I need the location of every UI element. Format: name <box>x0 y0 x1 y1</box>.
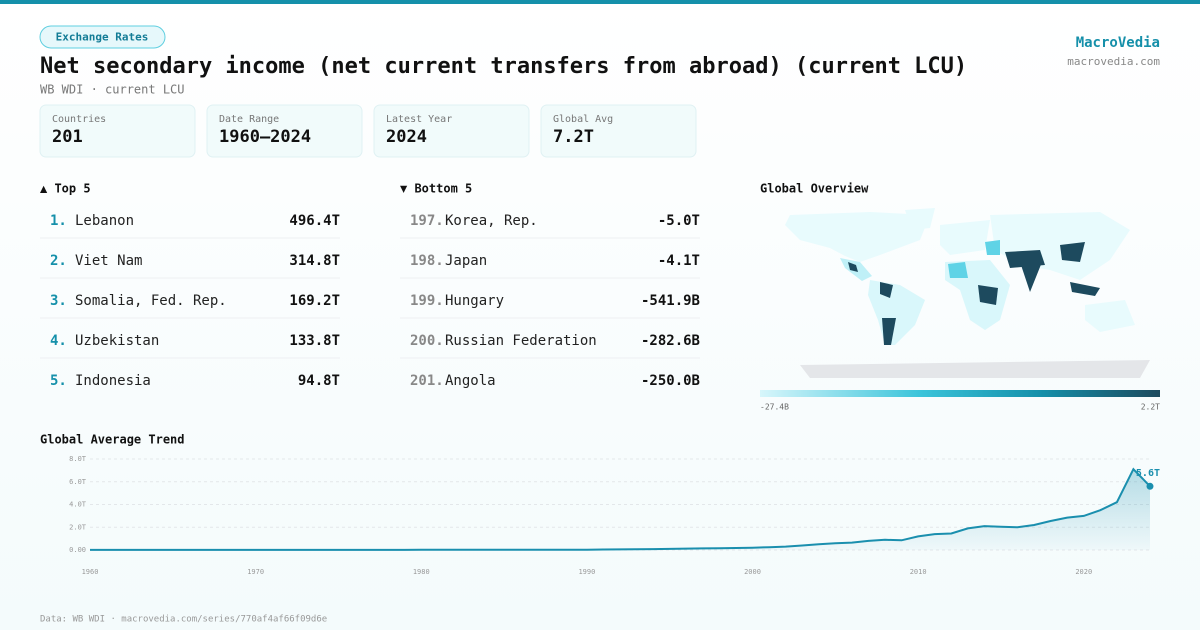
top-title: ▲ Top 5 <box>40 182 91 196</box>
rank: 201. <box>410 373 444 389</box>
x-tick-label: 1970 <box>247 568 264 576</box>
map-title: Global Overview <box>760 182 869 196</box>
stat-value: 2024 <box>386 127 427 147</box>
country-name: Korea, Rep. <box>445 213 538 229</box>
rank: 198. <box>410 253 444 269</box>
country-value: -282.6B <box>641 333 700 349</box>
country-name: Viet Nam <box>75 253 142 269</box>
bottom-title: ▼ Bottom 5 <box>400 182 472 196</box>
stat-card <box>373 104 530 158</box>
end-point <box>1146 482 1154 490</box>
world-map <box>785 208 1150 378</box>
stat-value: 201 <box>52 127 83 147</box>
country-name: Japan <box>445 253 487 269</box>
title: Net secondary income (net current transf… <box>40 54 967 79</box>
y-tick-label: 2.0T <box>69 523 87 531</box>
x-tick-label: 1960 <box>82 568 99 576</box>
end-label: 5.6T <box>1136 468 1160 479</box>
country-value: -5.0T <box>658 213 700 229</box>
stat-card <box>39 104 196 158</box>
country-name: Russian Federation <box>445 333 597 349</box>
stat-cards: Countries 201 Date Range 1960–2024 Latest Ye… <box>39 104 697 158</box>
stat-label: Global Avg <box>553 114 613 125</box>
country-value: -541.9B <box>641 293 700 309</box>
rank: 4. <box>50 333 67 349</box>
stat-card <box>206 104 363 158</box>
country-value: 94.8T <box>298 373 340 389</box>
y-tick-label: 0.00 <box>69 546 86 554</box>
top-bar <box>0 0 1200 4</box>
stat-card <box>540 104 697 158</box>
rank-lists: 1. Lebanon 496.4T 2. Viet Nam 314.8T 3. Somalia… <box>40 213 700 389</box>
y-tick-label: 6.0T <box>69 478 87 486</box>
rank: 5. <box>50 373 67 389</box>
country-name: Angola <box>445 373 496 389</box>
stat-value: 1960–2024 <box>219 127 311 147</box>
y-tick-label: 8.0T <box>69 455 87 463</box>
country-name: Uzbekistan <box>75 333 159 349</box>
badge-text: Exchange Rates <box>56 31 149 44</box>
footer: Data: WB WDI · macrovedia.com/series/770… <box>40 615 327 625</box>
badge <box>39 25 166 49</box>
country-value: -4.1T <box>658 253 700 269</box>
line <box>90 467 1151 551</box>
area <box>90 469 1150 550</box>
country-value: -250.0B <box>641 373 700 389</box>
rank: 3. <box>50 293 67 309</box>
country-name: Hungary <box>445 293 504 309</box>
y-tick-label: 4.0T <box>69 501 87 509</box>
stat-label: Countries <box>52 114 106 125</box>
x-tick-label: 2010 <box>910 568 927 576</box>
legend-min: -27.4B <box>760 403 789 412</box>
rank: 200. <box>410 333 444 349</box>
country-name: Indonesia <box>75 373 151 389</box>
country-value: 496.4T <box>289 213 340 229</box>
brand: MacroVedia <box>1076 35 1160 51</box>
country-value: 133.8T <box>289 333 340 349</box>
legend-max: 2.2T <box>1141 403 1160 412</box>
rank: 199. <box>410 293 444 309</box>
color-bar <box>760 390 1160 397</box>
x-tick-label: 1990 <box>578 568 595 576</box>
site: macrovedia.com <box>1067 55 1160 68</box>
stat-value: 7.2T <box>553 127 594 147</box>
country-name: Somalia, Fed. Rep. <box>75 293 227 309</box>
rank: 1. <box>50 213 67 229</box>
chart-title: Global Average Trend <box>40 433 185 447</box>
rank: 197. <box>410 213 444 229</box>
stat-label: Date Range <box>219 114 279 125</box>
rank: 2. <box>50 253 67 269</box>
subtitle: WB WDI · current LCU <box>40 83 185 97</box>
country-name: Lebanon <box>75 213 134 229</box>
trend-chart: 0.00 2.0T 4.0T 6.0T 8.0T 1960 1970 1980 1990 2000… <box>69 455 1160 576</box>
x-tick-label: 1980 <box>413 568 430 576</box>
country-value: 314.8T <box>289 253 340 269</box>
x-tick-label: 2020 <box>1075 568 1092 576</box>
stat-label: Latest Year <box>386 114 452 125</box>
x-tick-label: 2000 <box>744 568 761 576</box>
country-value: 169.2T <box>289 293 340 309</box>
